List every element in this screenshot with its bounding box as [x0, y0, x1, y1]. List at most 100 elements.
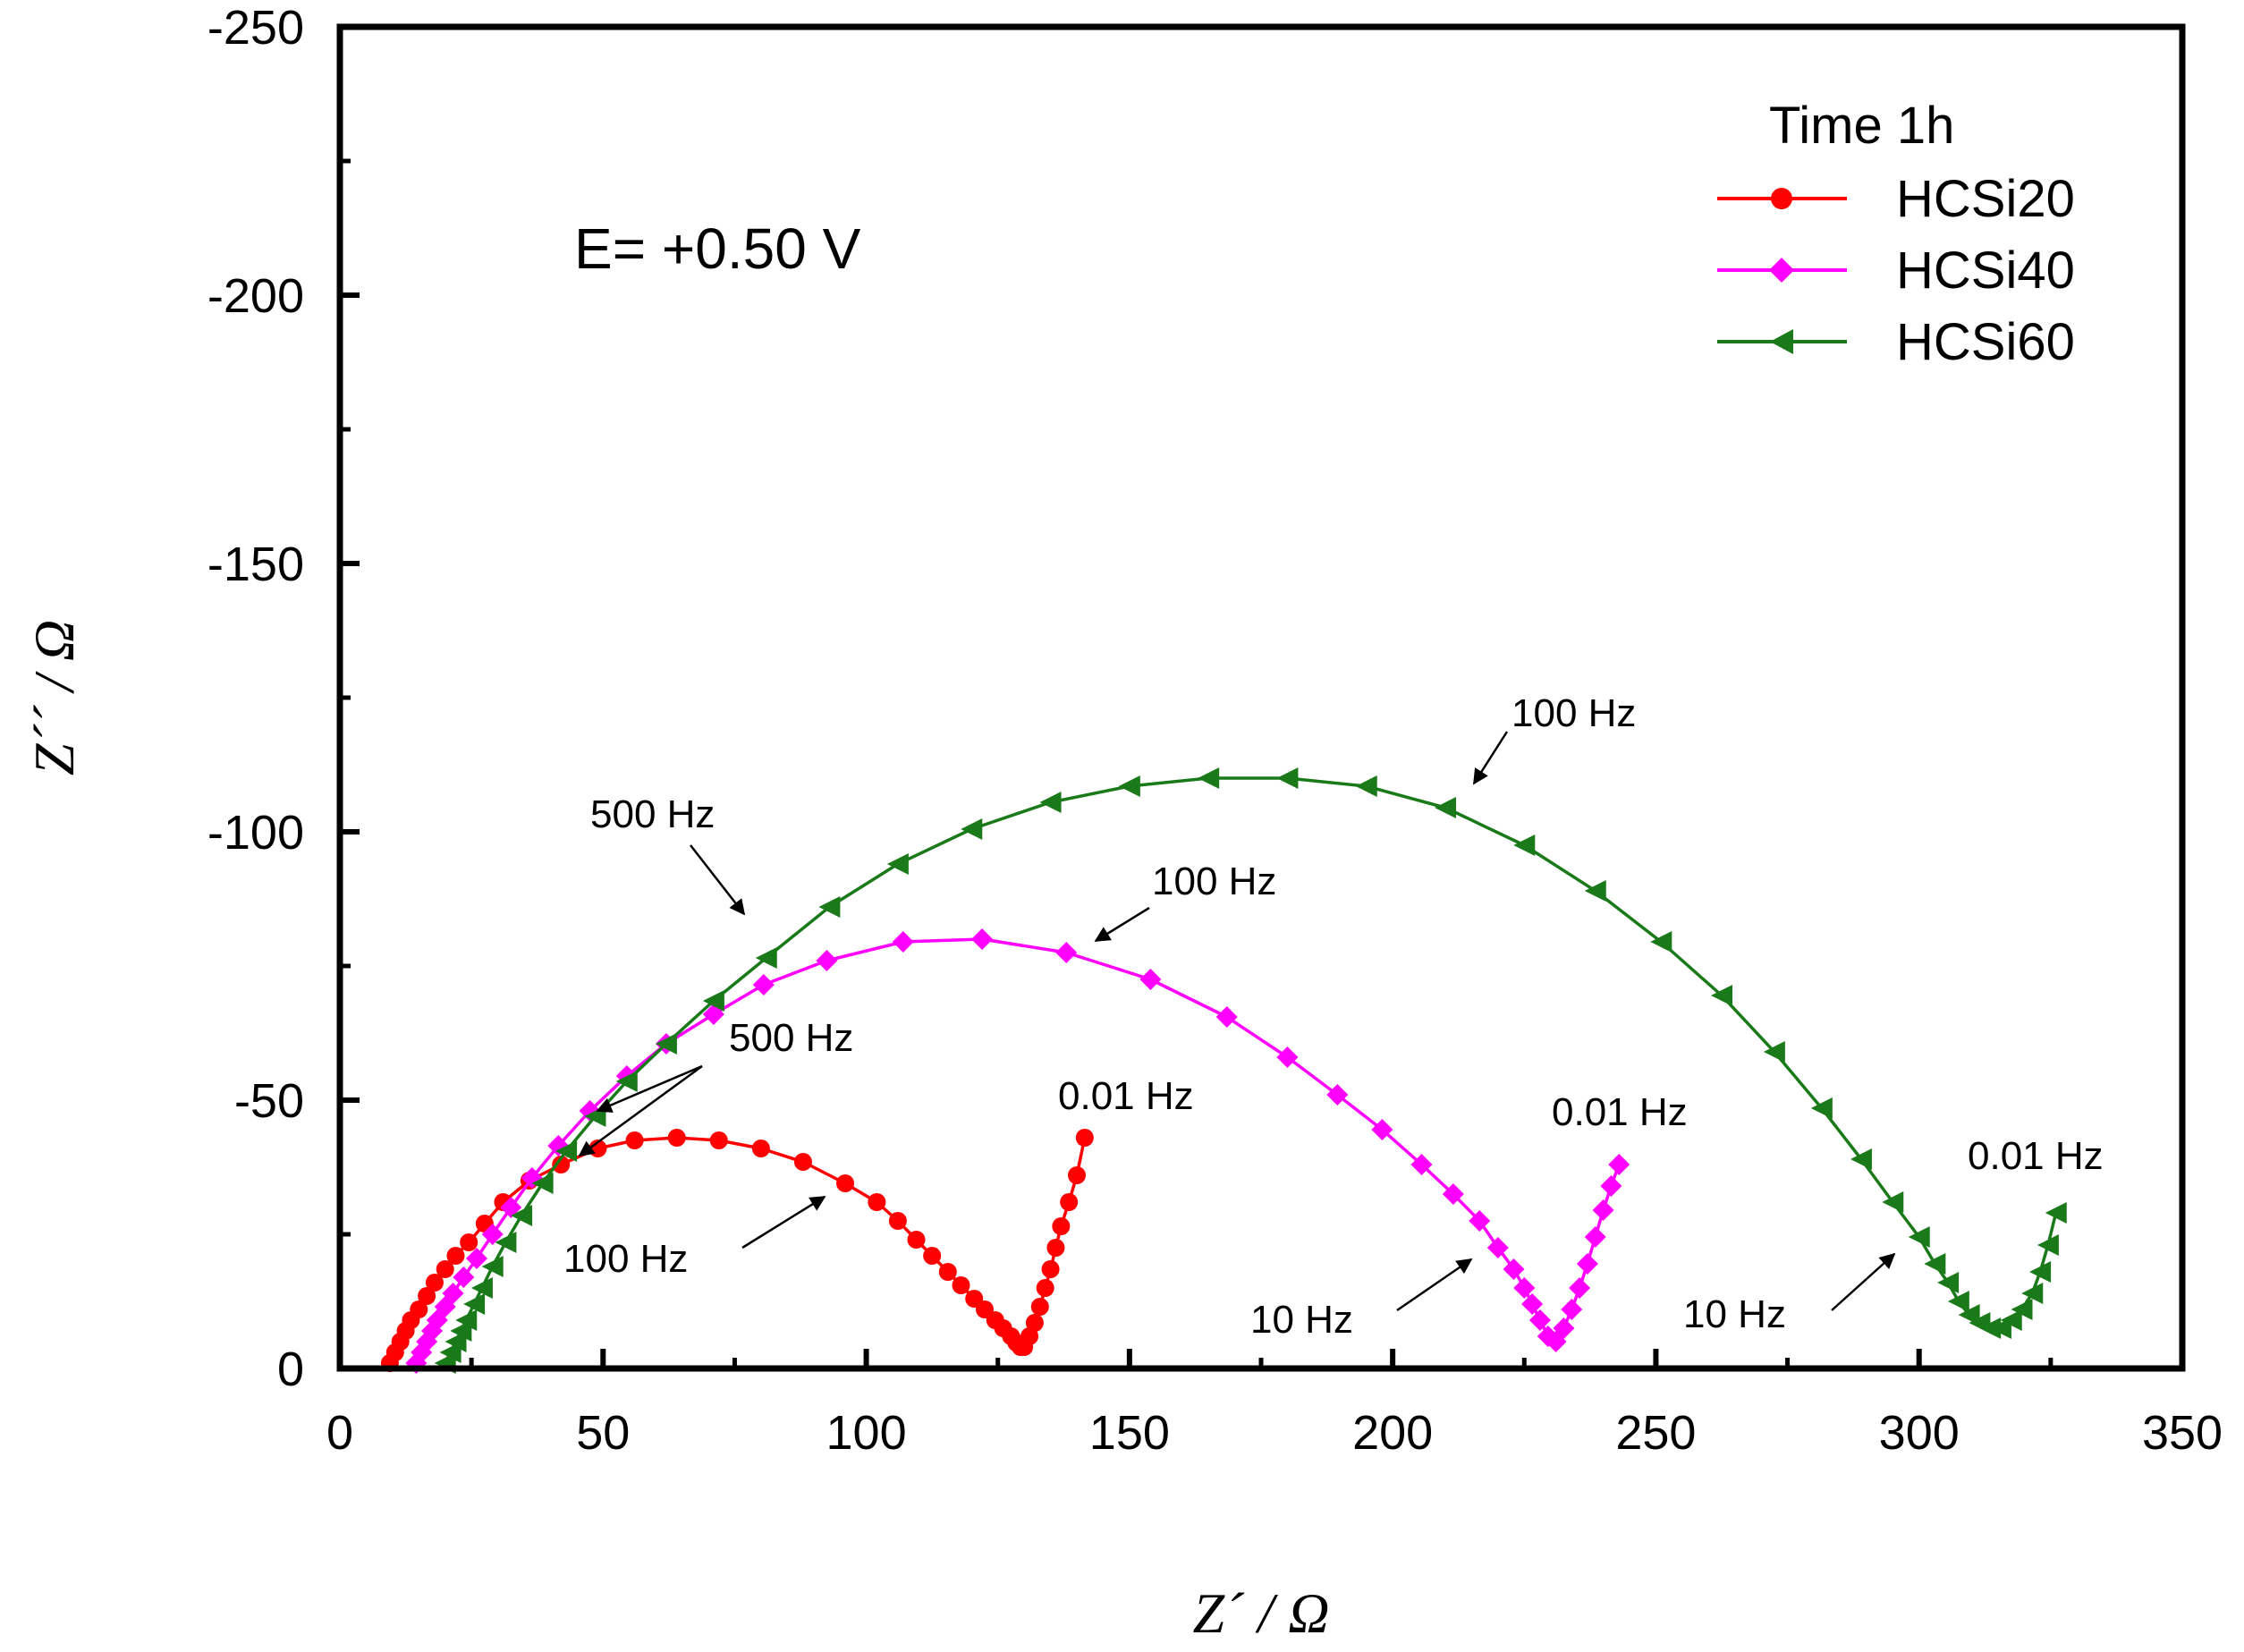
point-hcsi20	[709, 1131, 728, 1149]
point-hcsi20	[1052, 1217, 1071, 1235]
point-hcsi20	[446, 1247, 465, 1265]
point-hcsi60	[495, 1232, 517, 1253]
point-hcsi60	[655, 1033, 677, 1055]
point-hcsi20	[410, 1300, 428, 1318]
anno-hcsi60-500hz: 500 Hz	[590, 792, 746, 916]
anno-hcsi40-100hz-text: 100 Hz	[1152, 860, 1276, 903]
point-hcsi40	[1576, 1253, 1598, 1275]
point-hcsi40	[1139, 969, 1162, 990]
point-hcsi20	[868, 1193, 886, 1211]
point-hcsi60	[1276, 767, 1299, 789]
anno-500hz-arrow-2	[578, 1064, 703, 1157]
point-hcsi60	[1584, 880, 1606, 902]
point-hcsi60	[1908, 1226, 1930, 1248]
anno-hcsi40-100hz: 100 Hz	[1094, 860, 1276, 943]
point-hcsi60	[2021, 1283, 2044, 1304]
point-hcsi60	[1039, 792, 1062, 813]
anno-hcsi60-500hz-text: 500 Hz	[590, 792, 715, 836]
y-tick-label: -100	[207, 806, 304, 860]
point-hcsi40	[971, 928, 994, 950]
point-hcsi40	[442, 1283, 464, 1304]
anno-hcsi60-001hz-text: 0.01 Hz	[1968, 1134, 2104, 1178]
legend-title: Time 1h	[1769, 97, 1954, 155]
point-hcsi20	[836, 1174, 855, 1192]
point-hcsi20	[1060, 1193, 1079, 1211]
anno-hcsi60-100hz-arrow	[1472, 731, 1509, 785]
legend-entry-hcsi60: HCSi60	[1717, 313, 2075, 371]
x-tick-label: 0	[326, 1406, 353, 1460]
x-tick-label: 150	[1089, 1406, 1170, 1460]
point-hcsi20	[425, 1274, 444, 1292]
point-hcsi40	[1276, 1046, 1299, 1068]
series-hcsi60	[434, 767, 2067, 1374]
y-tick-label: -200	[207, 269, 304, 323]
series-line-hcsi20	[388, 1136, 1087, 1364]
anno-hcsi40-100hz-arrow	[1094, 906, 1150, 943]
anno-hcsi60-100hz: 100 Hz	[1472, 691, 1636, 785]
point-hcsi20	[1020, 1327, 1039, 1345]
point-hcsi40	[1486, 1237, 1509, 1258]
point-hcsi20	[751, 1139, 770, 1157]
point-hcsi40	[1371, 1119, 1393, 1140]
point-hcsi20	[952, 1276, 970, 1294]
anno-hcsi60-500hz-arrow	[690, 844, 746, 916]
legend-marker-hcsi20	[1771, 188, 1792, 209]
point-hcsi60	[1650, 931, 1672, 953]
point-hcsi60	[1711, 985, 1732, 1006]
anno-hcsi40-10hz-arrow	[1396, 1258, 1473, 1312]
point-hcsi60	[2029, 1261, 2052, 1283]
point-hcsi40	[1442, 1183, 1464, 1205]
point-hcsi40	[1513, 1277, 1536, 1299]
point-hcsi20	[667, 1129, 686, 1147]
point-hcsi40	[481, 1224, 504, 1245]
point-hcsi40	[1592, 1199, 1614, 1221]
point-hcsi60	[1947, 1291, 1969, 1312]
legend-entry-hcsi20: HCSi20	[1717, 170, 2075, 228]
series-hcsi20	[380, 1129, 1094, 1372]
point-hcsi60	[961, 818, 983, 840]
point-hcsi60	[1924, 1253, 1946, 1275]
point-hcsi20	[888, 1212, 907, 1230]
point-hcsi40	[1326, 1084, 1349, 1106]
point-hcsi40	[1410, 1154, 1433, 1175]
legend: Time 1h HCSi20 HCSi40 HCSi60	[1717, 97, 2075, 371]
point-hcsi40	[1469, 1210, 1491, 1232]
tick-labels-layer: 0 50 100 150 200 250 300 350 0 -50 -100 -150 -200 -25…	[207, 1, 2223, 1460]
point-hcsi60	[1513, 834, 1536, 856]
y-tick-label: 0	[277, 1343, 304, 1396]
series-layer	[380, 767, 2067, 1374]
anno-hcsi40-10hz: 10 Hz	[1250, 1258, 1473, 1342]
point-hcsi20	[907, 1231, 926, 1249]
point-hcsi40	[1055, 942, 1078, 963]
point-hcsi20	[460, 1233, 478, 1251]
anno-hcsi40-hcsi20-500hz-text: 500 Hz	[729, 1016, 853, 1060]
anno-500hz-arrow-1	[596, 1064, 703, 1113]
anno-hcsi20-100hz-arrow	[741, 1195, 826, 1250]
point-hcsi60	[511, 1205, 533, 1226]
point-hcsi40	[1600, 1175, 1622, 1197]
point-hcsi20	[793, 1153, 812, 1171]
point-hcsi60	[1937, 1272, 1960, 1293]
legend-marker-hcsi40	[1769, 258, 1794, 283]
point-hcsi60	[1882, 1191, 1904, 1213]
point-hcsi60	[463, 1293, 486, 1315]
point-hcsi60	[818, 896, 841, 918]
point-hcsi40	[453, 1267, 475, 1288]
point-hcsi60	[886, 853, 909, 875]
point-hcsi40	[1528, 1309, 1551, 1331]
point-hcsi40	[816, 950, 838, 971]
ticks-layer	[337, 24, 2185, 1371]
anno-hcsi40-001hz-text: 0.01 Hz	[1552, 1090, 1688, 1134]
y-axis-title: Z´´ / Ω	[22, 620, 86, 775]
point-hcsi60	[531, 1173, 554, 1194]
point-hcsi20	[1036, 1279, 1054, 1297]
point-hcsi60	[615, 1071, 638, 1092]
point-hcsi20	[1075, 1129, 1094, 1147]
point-hcsi40	[1503, 1258, 1525, 1280]
point-hcsi60	[1850, 1148, 1872, 1170]
y-tick-label: -50	[234, 1074, 304, 1128]
anno-hcsi20-001hz-text: 0.01 Hz	[1058, 1074, 1194, 1118]
point-hcsi40	[1215, 1006, 1238, 1028]
x-tick-label: 300	[1879, 1406, 1960, 1460]
